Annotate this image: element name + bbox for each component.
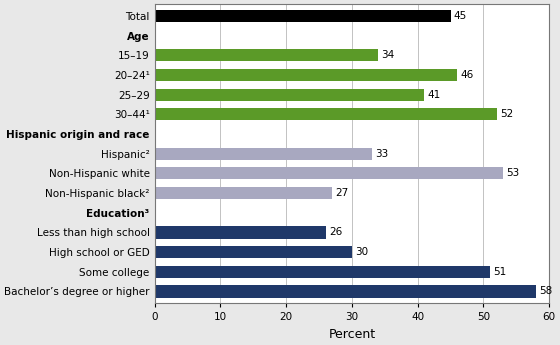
Text: 45: 45 bbox=[454, 11, 467, 21]
Bar bbox=[155, 148, 372, 160]
Text: 53: 53 bbox=[506, 168, 520, 178]
Bar bbox=[155, 226, 325, 238]
X-axis label: Percent: Percent bbox=[328, 328, 375, 341]
Bar bbox=[155, 69, 457, 81]
Bar bbox=[155, 49, 378, 61]
Bar bbox=[155, 285, 536, 297]
Bar bbox=[155, 10, 451, 22]
Text: 30: 30 bbox=[355, 247, 368, 257]
Bar bbox=[155, 167, 503, 179]
Text: 52: 52 bbox=[500, 109, 513, 119]
Text: 46: 46 bbox=[460, 70, 474, 80]
Bar bbox=[155, 108, 497, 120]
Text: 34: 34 bbox=[381, 50, 395, 60]
Bar bbox=[155, 246, 352, 258]
Text: 26: 26 bbox=[329, 227, 342, 237]
Bar bbox=[155, 187, 332, 199]
Bar bbox=[155, 89, 424, 101]
Text: 51: 51 bbox=[493, 267, 507, 277]
Bar bbox=[155, 266, 490, 278]
Text: 41: 41 bbox=[427, 90, 441, 100]
Text: 33: 33 bbox=[375, 149, 388, 159]
Text: 58: 58 bbox=[539, 286, 553, 296]
Text: 27: 27 bbox=[335, 188, 349, 198]
